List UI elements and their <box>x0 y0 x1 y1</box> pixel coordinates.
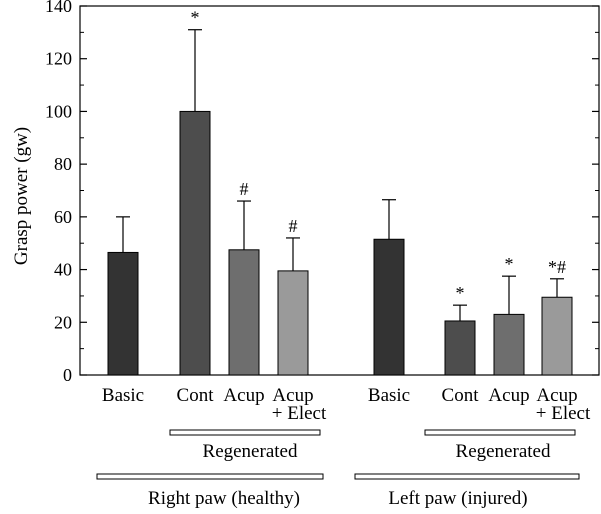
group-label-right-paw: Right paw (healthy) <box>148 488 300 509</box>
group-label-left-paw: Left paw (injured) <box>388 488 527 509</box>
bar <box>179 110 211 376</box>
y-tick-label: 0 <box>63 365 72 385</box>
category-label: Acup + Elect <box>272 385 327 424</box>
significance-mark: # <box>240 179 249 199</box>
right-paw-bracket <box>96 473 324 480</box>
labels: Basic Cont Acup Acup + Elect Basic Cont Acup Acu… <box>96 385 591 509</box>
category-label: Basic <box>368 385 410 406</box>
significance-mark: *# <box>548 257 566 277</box>
y-axis-label: Grasp power (gw) <box>11 127 32 265</box>
category-label: Acup <box>223 385 264 406</box>
y-tick-label: 100 <box>45 101 72 121</box>
category-label: Cont <box>177 385 215 406</box>
category-label: Acup <box>488 385 529 406</box>
y-tick-label: 80 <box>54 154 72 174</box>
regenerated-left-bracket <box>424 429 576 436</box>
bar <box>277 270 309 376</box>
bar <box>107 251 139 376</box>
bar <box>541 296 573 376</box>
significance-mark: # <box>289 216 298 236</box>
bars: *##** *# <box>107 8 573 376</box>
y-tick-label: 60 <box>54 207 72 227</box>
y-tick-label: 140 <box>45 0 72 16</box>
group-label-regenerated-right: Regenerated <box>203 441 298 462</box>
left-paw-bracket <box>354 473 580 480</box>
group-label-regenerated-left: Regenerated <box>456 441 551 462</box>
category-label: Basic <box>102 385 144 406</box>
y-tick-label: 20 <box>54 312 72 332</box>
significance-mark: * <box>505 254 514 274</box>
significance-mark: * <box>456 283 465 303</box>
axes: 0 20 40 60 80 100 120 140 <box>45 0 600 385</box>
bar <box>444 320 476 376</box>
bar <box>493 313 525 376</box>
y-tick-label: 120 <box>45 49 72 69</box>
y-tick-label: 40 <box>54 260 72 280</box>
bar <box>228 249 260 376</box>
category-label: Cont <box>442 385 480 406</box>
significance-mark: * <box>191 8 200 28</box>
bar <box>373 238 405 376</box>
regenerated-right-bracket <box>169 429 321 436</box>
category-label: Acup + Elect <box>536 385 591 424</box>
